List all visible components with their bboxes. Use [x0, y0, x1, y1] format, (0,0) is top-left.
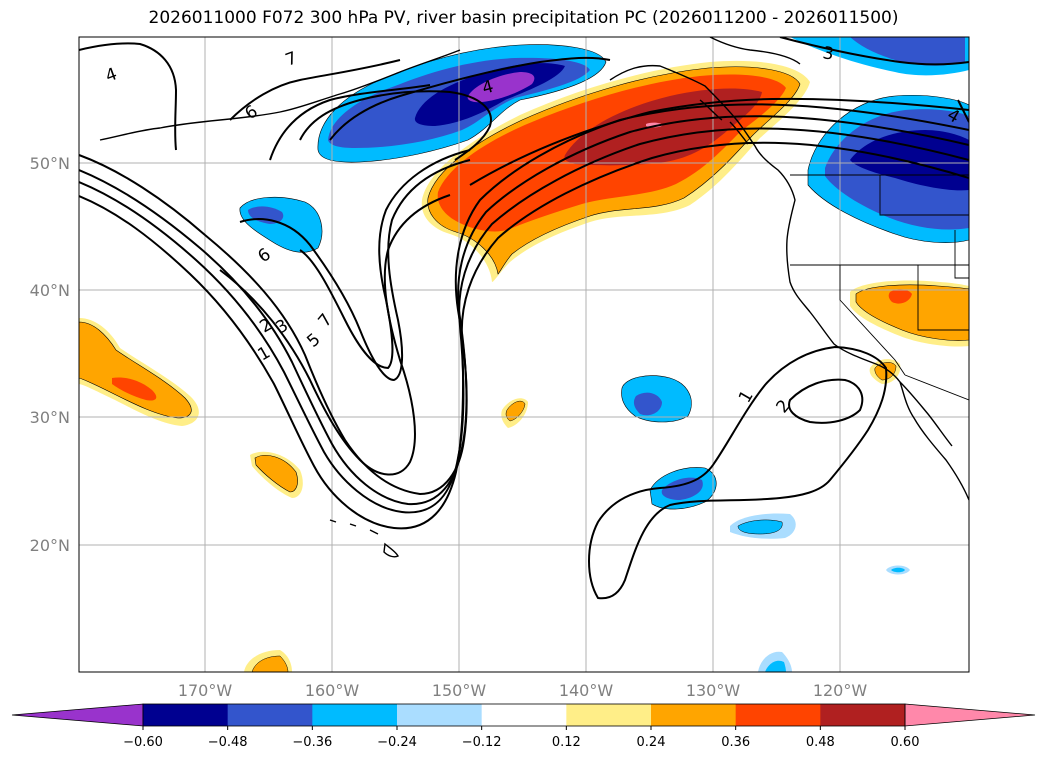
map-plot-area: 1 2 3 5 7 6 4 7 6 4 3 4 1 2 [79, 37, 969, 672]
colorbar-swatch [397, 704, 483, 726]
pv-contour [299, 149, 471, 370]
pv-contour [79, 141, 969, 530]
pv-contour [229, 59, 401, 121]
lat-label: 40°N [30, 281, 70, 300]
neg-region-gulf-alaska-top-core [850, 37, 965, 66]
colorbar-tick-label: 0.36 [721, 735, 750, 750]
neg-region-bottom-core [765, 660, 786, 672]
colorbar-tick-label: −0.48 [208, 735, 248, 750]
colorbar-swatch [651, 704, 737, 726]
colorbar-swatch [312, 704, 398, 726]
lat-label: 30°N [30, 408, 70, 427]
longitude-labels: 170°W 160°W 150°W 140°W 130°W 120°W [178, 681, 868, 700]
baja-coast [899, 381, 953, 447]
pos-region-california-core [888, 289, 912, 304]
neg-region-subtropical-1-core [633, 392, 662, 416]
pv-contour [779, 37, 969, 66]
contour-label: 3 [821, 43, 835, 65]
colorbar-tick-label: 0.24 [637, 735, 666, 750]
lon-label: 150°W [432, 681, 487, 700]
colorbar-tick-label: −0.12 [462, 735, 502, 750]
pv-contour [469, 97, 969, 186]
aleutian-islands [99, 49, 461, 141]
colorbar-swatch [566, 704, 652, 726]
pv-contour-subtropical [588, 345, 888, 600]
pv-contour [239, 159, 471, 382]
pos-region-west-edge-core [112, 377, 157, 401]
pv-contour [269, 84, 431, 161]
pv-contour [957, 99, 969, 123]
pv-contour [79, 115, 969, 506]
neg-region-north-pacific-peak [467, 72, 535, 103]
contour-label: 4 [480, 77, 496, 99]
hawaii-islands [329, 519, 399, 558]
colorbar-swatch [820, 704, 906, 726]
pv-contour [329, 56, 611, 141]
latitude-labels: 50°N 40°N 30°N 20°N [30, 154, 70, 555]
map-frame [78, 36, 970, 673]
lat-label: 50°N [30, 154, 70, 173]
state-borders [790, 174, 969, 401]
pos-region-small-mid-orange [505, 400, 526, 422]
colorbar-extend-min [11, 703, 144, 727]
pv-contour-subtropical-inner [788, 378, 864, 424]
colorbar-tick-label: −0.36 [292, 735, 332, 750]
colorbar-swatch [735, 704, 821, 726]
colorbar-swatch [481, 704, 567, 726]
colorbar-labels: −0.60 −0.48 −0.36 −0.24 −0.12 0.12 0.24 0.36 0.4… [123, 726, 919, 750]
pos-region-bottom-orange [251, 655, 289, 672]
colorbar-tick-label: −0.60 [123, 735, 163, 750]
neg-region-subtropical-3-core [737, 519, 783, 535]
pos-region-california-orange [855, 284, 969, 341]
colorbar-tick-label: 0.12 [552, 735, 581, 750]
colorbar-tick-label: 0.60 [891, 735, 920, 750]
colorbar-frame [142, 703, 906, 727]
colorbar-tick-label: −0.24 [377, 735, 417, 750]
graticule [79, 37, 969, 672]
map-title: 2026011000 F072 300 hPa PV, river basin … [148, 8, 899, 28]
lon-label: 140°W [559, 681, 614, 700]
colorbar-extend-max [904, 703, 1036, 727]
colorbar-swatch [143, 704, 229, 726]
alaska-coast [709, 37, 801, 65]
lon-label: 120°W [813, 681, 868, 700]
colorbar-swatch [227, 704, 313, 726]
colorbar [11, 703, 1036, 727]
lat-label: 20°N [30, 536, 70, 555]
islands-bc [699, 99, 749, 145]
pv-contour [299, 90, 492, 161]
neg-region-small-east-core [891, 567, 905, 573]
pos-region-west-edge-orange [79, 321, 192, 419]
pv-contour [79, 42, 178, 151]
lon-label: 170°W [178, 681, 233, 700]
pv-contours [79, 37, 969, 600]
lon-label: 160°W [305, 681, 360, 700]
colorbar-tick-label: 0.48 [806, 735, 835, 750]
lon-label: 130°W [686, 681, 741, 700]
neg-region-subtropical-2-core [661, 477, 703, 500]
pos-region-hawaii-north-orange [254, 455, 298, 493]
